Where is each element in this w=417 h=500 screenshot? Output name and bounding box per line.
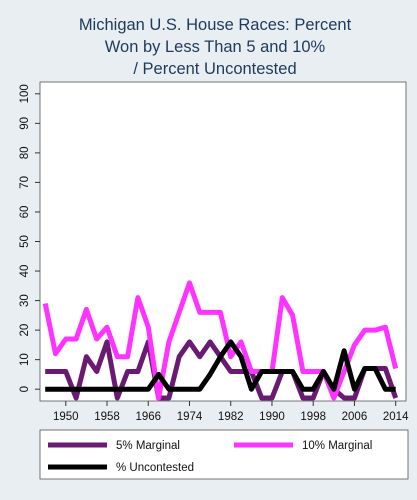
x-tick-label: 2006: [342, 411, 368, 423]
legend-label-5-marginal: 5% Marginal: [116, 440, 180, 452]
legend: 5% Marginal 10% Marginal % Uncontested: [48, 440, 372, 474]
x-tick-label: 1974: [177, 411, 203, 423]
y-tick-label: 50: [19, 235, 31, 248]
x-tick-label: 1950: [53, 411, 79, 423]
chart-title-line-1: Michigan U.S. House Races: Percent: [79, 16, 352, 34]
y-tick-label: 20: [19, 324, 31, 337]
x-tick-label: 1998: [300, 411, 326, 423]
series-lines: [42, 280, 399, 401]
y-tick-label: 60: [19, 206, 31, 219]
y-tick-label: 40: [19, 265, 31, 278]
legend-label-10-marginal: 10% Marginal: [302, 440, 372, 452]
x-tick-label: 1958: [94, 411, 120, 423]
y-tick-label: 80: [19, 146, 31, 159]
x-tick-label: 1990: [259, 411, 285, 423]
chart-title-line-2: Won by Less Than 5 and 10%: [105, 38, 326, 56]
y-axis: 0 10 20 30 40 50 60 70 80 90 100: [19, 84, 40, 392]
y-tick-label: 70: [19, 176, 31, 189]
x-tick-label: 1982: [218, 411, 244, 423]
chart-title-line-3: / Percent Uncontested: [133, 60, 296, 78]
y-tick-label: 0: [19, 386, 31, 392]
y-tick-label: 30: [19, 294, 31, 307]
chart-title: Michigan U.S. House Races: Percent Won b…: [79, 16, 352, 78]
x-axis: 1950 1958 1966 1974 1982 1990 1998 2006 2014: [53, 401, 409, 423]
series-line-10-marginal: [42, 280, 399, 401]
y-tick-label: 10: [19, 353, 31, 366]
series-line-uncontested: [45, 339, 396, 392]
y-tick-label: 90: [19, 117, 31, 130]
x-tick-label: 1966: [135, 411, 161, 423]
legend-box: [39, 429, 409, 480]
legend-label-uncontested: % Uncontested: [116, 462, 194, 474]
x-tick-label: 2014: [383, 411, 409, 423]
y-tick-label: 100: [19, 84, 31, 103]
